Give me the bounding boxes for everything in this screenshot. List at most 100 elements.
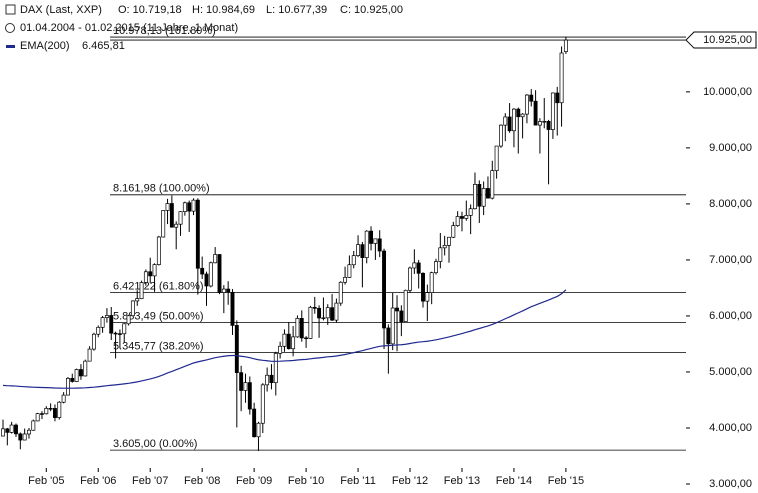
candle-body xyxy=(234,325,239,373)
candle-body xyxy=(299,318,304,339)
candle-body xyxy=(156,236,161,265)
candle-body xyxy=(412,262,417,269)
candle-body xyxy=(65,377,70,396)
candle-body xyxy=(537,121,542,126)
chart-title: DAX (Last, XXP) xyxy=(20,4,102,16)
candle-body xyxy=(312,306,317,309)
candle-body xyxy=(230,291,235,326)
y-tick-label: 10.000,00 xyxy=(703,86,752,98)
x-tick-label: Feb '10 xyxy=(288,475,324,487)
candle-body xyxy=(161,210,166,238)
candle-body xyxy=(70,377,75,382)
ema-line xyxy=(2,289,567,389)
candle-body xyxy=(520,113,525,118)
x-tick-label: Feb '08 xyxy=(184,475,220,487)
y-tick-label: 8.000,00 xyxy=(709,198,752,210)
candle-body xyxy=(87,348,92,362)
candle-body xyxy=(83,360,88,377)
candle-body xyxy=(139,282,144,299)
candle-body xyxy=(14,424,18,435)
summary-high: H: 10.984,69 xyxy=(192,4,255,16)
candle-body xyxy=(187,202,192,212)
candle-body xyxy=(494,145,499,171)
candle-body xyxy=(122,323,127,335)
candle-body xyxy=(182,202,187,212)
candle-body xyxy=(347,264,352,278)
candle-body xyxy=(373,238,378,244)
candle-body xyxy=(524,94,529,115)
x-tick-label: Feb '07 xyxy=(132,475,168,487)
candle-body xyxy=(174,223,179,228)
candle-body xyxy=(429,272,434,293)
candle-body xyxy=(265,374,270,386)
candle-body xyxy=(464,215,469,219)
candle-body xyxy=(481,188,486,207)
candle-body xyxy=(460,216,464,219)
candle-body xyxy=(286,333,291,350)
candle-body xyxy=(369,230,374,244)
candle-body xyxy=(239,372,244,391)
candle-body xyxy=(31,420,36,431)
fib-label: 10.978,13 (161.80%) xyxy=(113,25,216,37)
candle-body xyxy=(48,408,53,410)
candle-body xyxy=(468,208,473,216)
candle-body xyxy=(477,184,482,207)
candle-body xyxy=(165,203,170,211)
candle-body xyxy=(321,317,326,319)
candle-body xyxy=(18,433,23,441)
candle-body xyxy=(148,271,153,277)
candle-body xyxy=(208,262,213,287)
legend-label: EMA(200) xyxy=(20,40,70,52)
candle-body xyxy=(57,401,62,418)
candle-body xyxy=(100,317,105,328)
candle-body xyxy=(455,216,460,226)
candle-body xyxy=(247,382,252,410)
candle-body xyxy=(126,315,131,325)
candle-body xyxy=(22,433,27,441)
candle-body xyxy=(169,203,174,228)
candle-body xyxy=(507,116,512,132)
candle-body xyxy=(451,225,456,238)
candle-body xyxy=(5,428,10,433)
candle-body xyxy=(343,277,348,283)
candle-body xyxy=(35,413,40,422)
candle-body xyxy=(308,306,313,339)
candle-body xyxy=(399,310,404,323)
candle-body xyxy=(200,267,205,275)
candle-body xyxy=(143,271,148,283)
candle-body xyxy=(96,326,101,335)
legend-value: 6.465,81 xyxy=(82,40,125,52)
candle-body xyxy=(499,124,503,147)
fib-label: 6.421,22 (61.80%) xyxy=(113,280,204,292)
candle-body xyxy=(291,336,296,350)
candle-body xyxy=(135,298,140,302)
candle-body xyxy=(555,92,560,104)
candle-body xyxy=(304,337,309,340)
last-price-label: 10.925,00 xyxy=(703,34,752,46)
candle-body xyxy=(191,199,196,212)
candle-body xyxy=(416,262,421,274)
candle-body xyxy=(256,422,261,438)
title-icon xyxy=(5,4,16,15)
candle-body xyxy=(351,255,356,266)
candle-body xyxy=(473,184,477,210)
summary-open: O: 10.719,18 xyxy=(118,4,182,16)
candle-body xyxy=(546,120,551,130)
candle-body xyxy=(282,333,287,347)
candle-body xyxy=(425,292,430,302)
candle-body xyxy=(9,424,14,433)
period-icon xyxy=(5,23,15,33)
x-tick-label: Feb '12 xyxy=(392,475,428,487)
candle-body xyxy=(377,238,382,252)
candle-body xyxy=(486,188,490,199)
candle-body xyxy=(550,92,555,130)
candle-body xyxy=(503,116,508,126)
legend-swatch xyxy=(6,45,15,48)
candle-body xyxy=(360,244,365,258)
summary-close: C: 10.925,00 xyxy=(340,4,403,16)
x-tick-label: Feb '11 xyxy=(340,475,376,487)
period: 01.04.2004 - 01.02.2015 (11 Jahre, 1 Mon… xyxy=(20,22,238,34)
candle-body xyxy=(78,369,83,377)
x-tick-label: Feb '06 xyxy=(80,475,116,487)
candle-body xyxy=(217,254,222,293)
